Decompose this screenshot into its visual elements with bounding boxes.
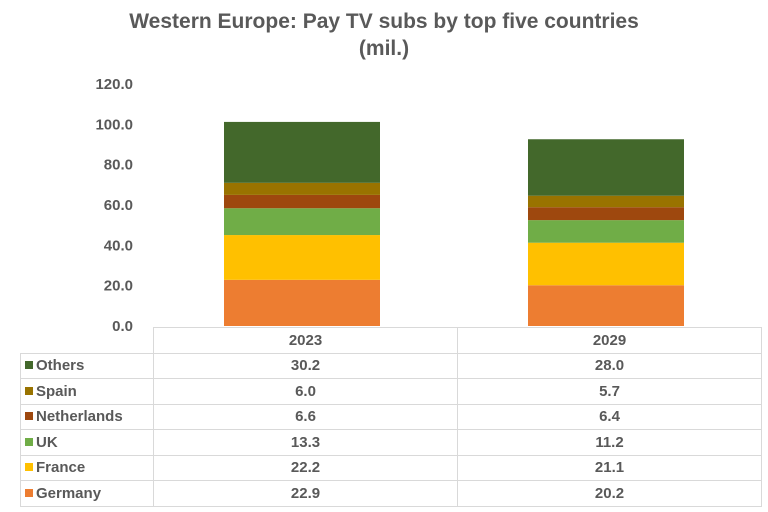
category-label: 2029 <box>457 327 762 354</box>
category-label: 2023 <box>153 327 458 354</box>
bar-segment-others-2029 <box>528 139 684 196</box>
legend-entry: Others <box>20 352 154 379</box>
data-label: 5.7 <box>457 378 762 405</box>
bar-segment-spain-2029 <box>528 195 684 208</box>
bar-segment-others-2023 <box>224 121 380 183</box>
legend-swatch-icon <box>25 361 33 370</box>
legend-entry: Germany <box>20 480 154 507</box>
data-label: 28.0 <box>457 352 762 379</box>
series-name: Others <box>36 357 85 375</box>
data-label: 22.9 <box>153 480 458 507</box>
data-label: 21.1 <box>457 454 762 481</box>
legend-swatch-icon <box>25 412 33 421</box>
table-row: Spain 6.0 5.7 <box>20 378 762 405</box>
legend-entry: Netherlands <box>20 403 154 430</box>
series-name: UK <box>36 433 58 451</box>
legend-swatch-icon <box>25 386 33 395</box>
y-tick-label: 120.0 <box>95 76 133 93</box>
table-row: France 22.2 21.1 <box>20 454 762 481</box>
series-name: France <box>36 459 86 477</box>
legend-entry: France <box>20 454 154 481</box>
data-label: 22.2 <box>153 454 458 481</box>
legend-swatch-icon <box>25 488 33 497</box>
y-tick-label: 40.0 <box>104 237 133 254</box>
bar-segment-germany-2029 <box>528 285 684 326</box>
table-row: Others 30.2 28.0 <box>20 352 762 379</box>
data-label: 11.2 <box>457 429 762 456</box>
data-table: 2023 2029 Others 30.2 28.0 Spain 6.0 5.7 Netherl… <box>20 327 762 507</box>
table-row: Netherlands 6.6 6.4 <box>20 403 762 430</box>
y-tick-label: 20.0 <box>104 278 133 295</box>
bar-segment-france-2029 <box>528 242 684 286</box>
series-name: Spain <box>36 382 77 400</box>
chart-title-line-2: (mil.) <box>358 37 410 60</box>
y-tick-label: 80.0 <box>104 157 133 174</box>
bar-segment-netherlands-2023 <box>224 194 380 209</box>
table-row: Germany 22.9 20.2 <box>20 480 762 507</box>
chart-title: Western Europe: Pay TV subs by top five … <box>0 8 768 62</box>
bar-segment-spain-2023 <box>224 182 380 195</box>
table-corner <box>20 327 154 354</box>
data-label: 6.4 <box>457 403 762 430</box>
data-label: 30.2 <box>153 352 458 379</box>
data-label: 13.3 <box>153 429 458 456</box>
bar-segment-germany-2023 <box>224 279 380 326</box>
data-label: 6.0 <box>153 378 458 405</box>
y-tick-label: 60.0 <box>104 197 133 214</box>
legend-swatch-icon <box>25 437 33 446</box>
chart-title-line-1: Western Europe: Pay TV subs by top five … <box>129 10 639 33</box>
bar-segment-uk-2023 <box>224 208 380 236</box>
bar-segment-netherlands-2029 <box>528 207 684 221</box>
legend-entry: UK <box>20 429 154 456</box>
legend-entry: Spain <box>20 378 154 405</box>
series-name: Netherlands <box>36 408 123 426</box>
data-label: 6.6 <box>153 403 458 430</box>
data-label: 20.2 <box>457 480 762 507</box>
y-tick-label: 100.0 <box>95 116 133 133</box>
table-header-row: 2023 2029 <box>20 327 762 354</box>
bar-segment-france-2023 <box>224 235 380 280</box>
bar-segment-uk-2029 <box>528 220 684 243</box>
series-name: Germany <box>36 484 102 502</box>
legend-swatch-icon <box>25 463 33 472</box>
table-row: UK 13.3 11.2 <box>20 429 762 456</box>
